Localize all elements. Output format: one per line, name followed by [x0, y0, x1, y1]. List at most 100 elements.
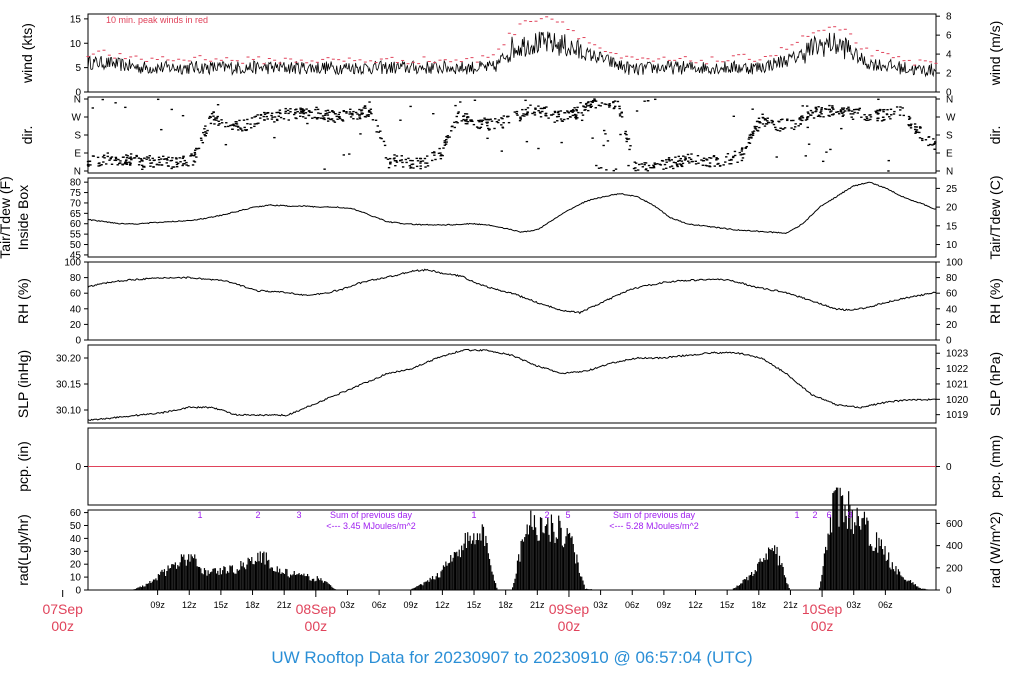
y-tick-label-left: S [74, 131, 81, 142]
y-tick-label-left: 70 [70, 198, 82, 209]
temperature-line [87, 181, 937, 234]
wind-speed-line [87, 31, 937, 78]
y-tick-label-left: E [74, 149, 81, 160]
y-tick-label-right: 1023 [946, 349, 969, 360]
y-tick-label-right: 1021 [946, 379, 969, 390]
y-tick-label-left: 0 [75, 586, 81, 597]
x-date-hour-label: 00z [811, 618, 834, 634]
y-tick-label-right: N [946, 167, 953, 178]
y-tick-label-right: 4 [946, 50, 952, 61]
y-tick-label-left: 10 [70, 573, 82, 584]
y-tick-label-right: W [946, 113, 956, 124]
radiation-day-marker: 1 [197, 510, 202, 520]
x-tick-label: 12z [182, 600, 197, 610]
x-tick-label: 12z [435, 600, 450, 610]
x-tick-label: 12z [688, 600, 703, 610]
y-tick-label-left: 10 [70, 39, 82, 50]
x-tick-label: 18z [498, 600, 513, 610]
y-tick-label-left: 65 [70, 209, 82, 220]
y-axis-label-right: SLP (hPa) [987, 352, 1003, 416]
y-axis-label-left: rad(Lgly/hr) [15, 514, 31, 586]
y-tick-label-left: N [74, 167, 81, 178]
radiation-sum-value: <--- 3.45 MJoules/m^2 [326, 521, 416, 531]
y-tick-label-left: 30 [70, 547, 82, 558]
y-tick-label-left: 55 [70, 230, 82, 241]
y-tick-label-right: 10 [946, 240, 958, 251]
y-tick-label-left: W [72, 113, 82, 124]
x-tick-label: 18z [752, 600, 767, 610]
x-date-hour-label: 00z [558, 618, 581, 634]
y-axis-label-left: SLP (inHg) [15, 350, 31, 418]
x-date-hour-label: 00z [305, 618, 328, 634]
x-date-label: 10Sep [802, 601, 843, 617]
wind-peak-note: 10 min. peak winds in red [106, 15, 208, 25]
panel-frame [87, 13, 937, 93]
y-tick-label-left: 40 [70, 534, 82, 545]
y-tick-label-left: 20 [70, 560, 82, 571]
y-tick-label-left: 80 [70, 178, 82, 189]
y-tick-label-left: 80 [70, 273, 82, 284]
panel-frame [87, 261, 937, 341]
y-tick-label-right: 1020 [946, 395, 969, 406]
x-tick-label: 21z [783, 600, 798, 610]
y-axis-label-left: dir. [19, 126, 35, 145]
y-axis-label-right: rad (W/m^2) [987, 512, 1003, 589]
x-tick-label: 03z [340, 600, 355, 610]
y-tick-label-right: 6 [946, 31, 952, 42]
radiation-day-marker: 5 [565, 510, 570, 520]
radiation-sum-note: Sum of previous day [613, 510, 696, 520]
x-tick-label: 06z [625, 600, 640, 610]
y-tick-label-right: 200 [946, 563, 963, 574]
x-tick-label: 15z [467, 600, 482, 610]
y-tick-label-left: 15 [70, 14, 82, 25]
y-tick-label-left: 60 [70, 289, 82, 300]
radiation-day-marker: 2 [544, 510, 549, 520]
y-tick-label-right: 1019 [946, 410, 969, 421]
x-tick-label: 03z [593, 600, 608, 610]
y-tick-label-right: 8 [946, 12, 952, 23]
y-tick-label-left: 60 [70, 219, 82, 230]
radiation-day-marker: 9 [847, 510, 852, 520]
radiation-day-marker: 2 [255, 510, 260, 520]
y-tick-label-right: E [946, 149, 953, 160]
footer-title: UW Rooftop Data for 20230907 to 20230910… [271, 648, 753, 667]
y-tick-label-left: 50 [70, 521, 82, 532]
weather-chart: 10 min. peak winds in red05101502468wind… [0, 12, 1003, 634]
y-tick-label-right: 20 [946, 320, 958, 331]
radiation-day-marker: 1 [471, 510, 476, 520]
y-tick-label-left: 45 [70, 250, 82, 261]
y-tick-label-right: 600 [946, 519, 963, 530]
y-tick-label-right: 2 [946, 69, 952, 80]
radiation-day-marker: 3 [296, 510, 301, 520]
y-tick-label-left: 60 [70, 508, 82, 519]
radiation-day-marker: 6 [826, 510, 831, 520]
y-tick-label-right: 40 [946, 304, 958, 315]
y-tick-label-left: 75 [70, 188, 82, 199]
x-tick-label: 15z [720, 600, 735, 610]
y-tick-label-left: 0 [75, 462, 81, 473]
x-tick-label: 09z [150, 600, 165, 610]
pressure-line [87, 348, 937, 422]
y-axis-label-right: RH (%) [987, 278, 1003, 324]
y-tick-label-right: 0 [946, 336, 952, 347]
panel-frame [87, 344, 937, 424]
y-tick-label-right: 0 [946, 88, 952, 99]
y-tick-label-left: 100 [64, 258, 81, 269]
y-tick-label-left: 30.20 [56, 354, 81, 365]
y-axis-label-left: RH (%) [15, 278, 31, 324]
y-tick-label-left: 5 [75, 63, 81, 74]
y-tick-label-right: 1022 [946, 364, 969, 375]
y-tick-label-right: 60 [946, 289, 958, 300]
y-axis-label-left: pcp. (in) [15, 441, 31, 492]
x-tick-label: 18z [245, 600, 260, 610]
y-tick-label-right: 400 [946, 541, 963, 552]
y-axis-label-left: Inside Box [15, 185, 31, 250]
y-tick-label-right: 25 [946, 184, 958, 195]
x-tick-label: 21z [277, 600, 292, 610]
x-date-label: 09Sep [549, 601, 590, 617]
y-tick-label-right: 15 [946, 221, 958, 232]
x-date-label: 07Sep [42, 601, 83, 617]
x-date-hour-label: 00z [51, 618, 74, 634]
y-tick-label-right: 0 [946, 462, 952, 473]
panel-frame [87, 96, 937, 174]
